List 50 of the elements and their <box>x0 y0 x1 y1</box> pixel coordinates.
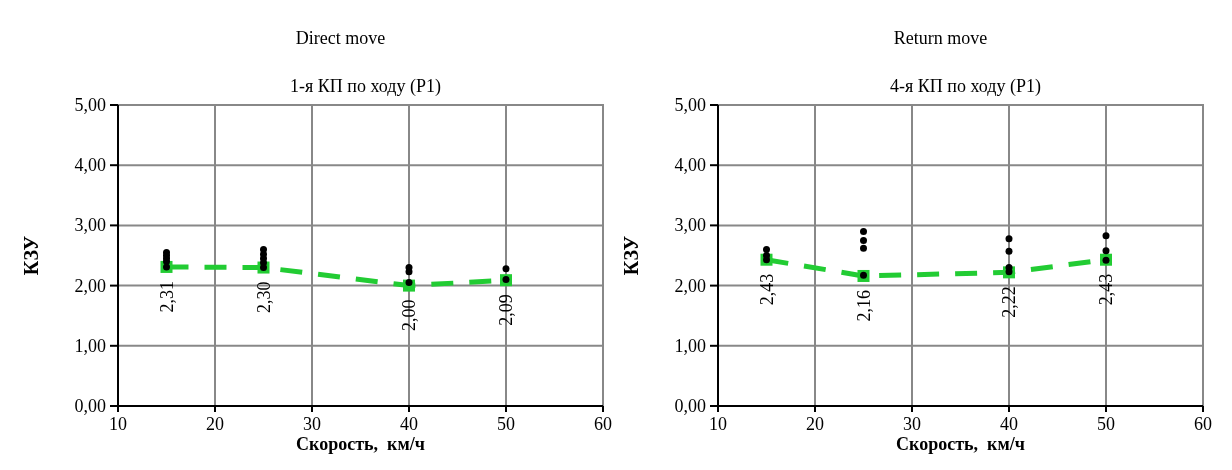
chart-title: Direct move <box>295 28 386 48</box>
x-axis-title: Скорость, км/ч <box>296 434 425 454</box>
y-axis-title: КЗУ <box>20 235 42 276</box>
y-tick-label: 2,00 <box>674 275 706 296</box>
point <box>1005 235 1013 243</box>
x-tick-label: 60 <box>594 414 612 434</box>
y-tick-label: 4,00 <box>674 155 706 176</box>
x-tick-label: 40 <box>1000 414 1018 434</box>
data-label: 2,43 <box>756 273 777 306</box>
point <box>1005 247 1013 255</box>
y-tick-label: 0,00 <box>674 396 706 416</box>
y-tick-label: 1,00 <box>74 335 106 356</box>
chart-subtitle: 1-я КП по ходу (P1) <box>290 76 441 97</box>
point <box>860 244 867 252</box>
x-tick-label: 40 <box>400 414 418 434</box>
x-tick-label: 60 <box>1194 414 1212 434</box>
y-tick-label: 3,00 <box>674 215 706 236</box>
x-tick-label: 20 <box>806 414 824 434</box>
point <box>502 265 510 273</box>
point <box>860 236 867 244</box>
x-axis-title: Скорость, км/ч <box>896 434 1025 454</box>
data-label: 2,43 <box>1096 273 1116 306</box>
y-axis-title: КЗУ <box>620 235 642 276</box>
data-label: 2,22 <box>999 286 1019 318</box>
data-label: 2,09 <box>496 294 516 326</box>
data-label: 2,16 <box>853 289 874 322</box>
data-label: 2,31 <box>156 280 177 313</box>
point <box>1102 247 1110 255</box>
point <box>405 268 413 276</box>
x-tick-label: 10 <box>109 414 127 434</box>
y-tick-label: 4,00 <box>74 155 106 176</box>
y-tick-label: 2,00 <box>74 275 106 296</box>
x-tick-label: 30 <box>303 414 321 434</box>
y-tick-label: 0,00 <box>74 396 106 416</box>
x-tick-label: 30 <box>903 414 921 434</box>
data-label: 2,00 <box>399 299 419 332</box>
x-tick-label: 50 <box>1097 414 1115 434</box>
x-tick-label: 10 <box>709 414 727 434</box>
point <box>763 245 770 253</box>
y-tick-label: 3,00 <box>74 215 106 236</box>
data-label: 2,30 <box>253 281 274 314</box>
chart-title: Return move <box>893 28 988 48</box>
y-tick-label: 5,00 <box>674 95 706 115</box>
x-tick-label: 50 <box>497 414 515 434</box>
point <box>1102 232 1110 240</box>
x-tick-label: 20 <box>206 414 224 434</box>
y-tick-label: 5,00 <box>74 95 106 115</box>
y-tick-label: 1,00 <box>674 335 706 356</box>
point <box>860 227 867 235</box>
chart-subtitle: 4-я КП по ходу (P1) <box>890 76 1041 97</box>
